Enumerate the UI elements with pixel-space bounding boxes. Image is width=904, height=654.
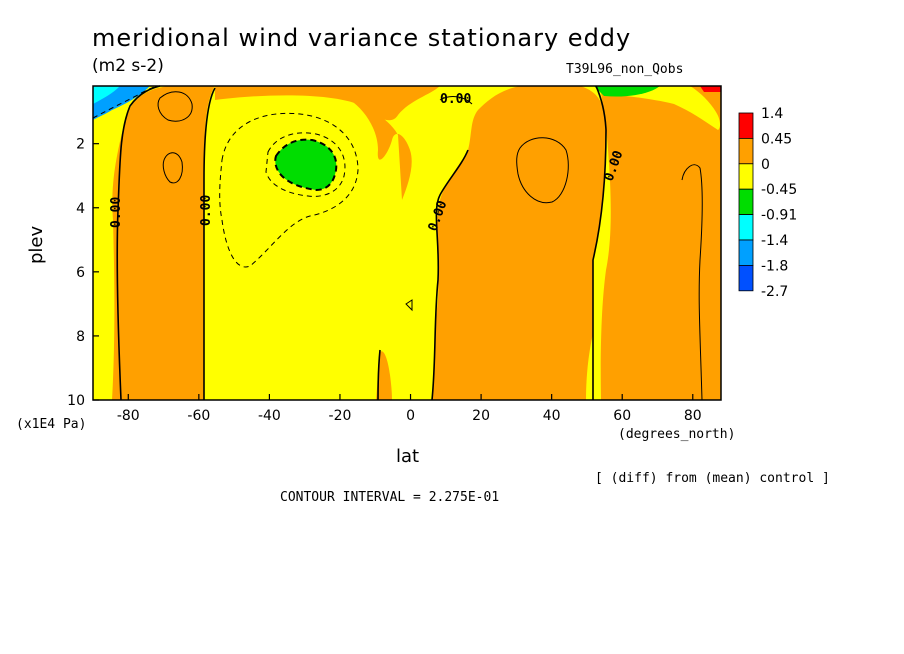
region-near-zero-nh-top bbox=[596, 86, 721, 130]
colorbar-label-7: -2.7 bbox=[761, 284, 788, 300]
contour-label-2: 0.00 bbox=[199, 195, 214, 226]
y-tick-label-1: 4 bbox=[76, 201, 85, 217]
colorbar-swatch-5 bbox=[738, 239, 754, 266]
colorbar-swatch-4 bbox=[738, 214, 754, 241]
region-max-np bbox=[700, 86, 721, 92]
x-tick-label-3: -20 bbox=[329, 408, 352, 424]
colorbar-swatch-6 bbox=[738, 264, 754, 292]
x-axis-label: lat bbox=[396, 446, 420, 467]
x-tick-label-4: 0 bbox=[406, 408, 415, 424]
y-axis-unit: (x1E4 Pa) bbox=[16, 417, 87, 432]
x-tick-label-1: -60 bbox=[187, 408, 210, 424]
plot-frame bbox=[92, 85, 722, 401]
region-positive-sh-high-lat bbox=[112, 86, 215, 400]
contour-zero-5 bbox=[377, 349, 381, 401]
contour-zero-3 bbox=[431, 149, 469, 401]
chart-title: meridional wind variance stationary eddy bbox=[92, 24, 632, 52]
diff-note: [ (diff) from (mean) control ] bbox=[595, 471, 830, 486]
region-negative-sp-cyan bbox=[93, 86, 120, 104]
colorbar: 1.4 0.45 0 -0.45 -0.91 -1.4 -1.8 -2.7 bbox=[738, 106, 797, 300]
region-near-zero-island-top bbox=[438, 96, 474, 132]
colorbar-label-4: -0.91 bbox=[761, 208, 797, 224]
colorbar-label-2: 0 bbox=[761, 157, 770, 173]
contour-zero-2 bbox=[203, 87, 216, 400]
contour-closed-small bbox=[405, 299, 413, 312]
x-tick-label-8: 80 bbox=[684, 408, 702, 424]
contour-closed-top bbox=[439, 96, 473, 105]
colorbar-label-3: -0.45 bbox=[761, 182, 797, 198]
contour-label-5: 0.00 bbox=[440, 92, 471, 107]
region-negative-np-top bbox=[594, 86, 660, 97]
x-tick-label-2: -40 bbox=[258, 408, 281, 424]
x-tick-label-7: 60 bbox=[613, 408, 631, 424]
contour-label-1: 0.00 bbox=[109, 197, 124, 228]
colorbar-swatch-1 bbox=[738, 137, 754, 165]
region-positive-nh-high-lat bbox=[600, 86, 721, 400]
colorbar-swatch-0 bbox=[738, 112, 754, 139]
region-positive-equatorial-strip bbox=[376, 351, 392, 400]
x-tick-label-5: 20 bbox=[472, 408, 490, 424]
units-label: (m2 s-2) bbox=[92, 56, 164, 76]
y-tick-label-3: 8 bbox=[76, 329, 85, 345]
y-axis-ticks: 2 4 6 8 10 bbox=[67, 137, 99, 409]
contour-zero-4 bbox=[592, 85, 607, 400]
colorbar-swatch-3 bbox=[738, 188, 754, 215]
x-tick-label-0: -80 bbox=[117, 408, 140, 424]
x-axis-unit: (degrees_north) bbox=[618, 427, 736, 442]
region-negative-sh-midlat bbox=[274, 138, 338, 192]
contour-interval: CONTOUR INTERVAL = 2.275E-01 bbox=[280, 490, 500, 505]
region-positive-upper-mid bbox=[215, 86, 440, 121]
colorbar-label-6: -1.8 bbox=[761, 258, 788, 274]
y-tick-label-4: 10 bbox=[67, 393, 85, 409]
y-tick-label-2: 6 bbox=[76, 265, 85, 281]
colorbar-label-5: -1.4 bbox=[761, 233, 788, 249]
contour-closed-sh-2 bbox=[162, 152, 183, 184]
contour-zero-1 bbox=[116, 85, 161, 401]
colorbar-swatch-2 bbox=[738, 163, 754, 190]
contour-dashed-sp bbox=[92, 85, 157, 119]
colorbar-label-0: 1.4 bbox=[761, 106, 783, 122]
contour-dashed-green-halo bbox=[265, 132, 346, 197]
contour-closed-nh-2 bbox=[681, 164, 703, 401]
x-axis-ticks: -80 -60 -40 -20 0 20 40 60 80 bbox=[117, 394, 702, 424]
region-positive-upper-center bbox=[350, 100, 412, 200]
x-tick-label-6: 40 bbox=[543, 408, 561, 424]
experiment-label: T39L96_non_Qobs bbox=[566, 62, 684, 77]
y-axis-label: plev bbox=[26, 225, 47, 264]
y-tick-label-0: 2 bbox=[76, 137, 85, 153]
region-positive-nh-main bbox=[432, 86, 607, 400]
contour-closed-nh-1 bbox=[516, 137, 569, 204]
contour-closed-sh-1 bbox=[157, 91, 193, 122]
colorbar-label-1: 0.45 bbox=[761, 131, 792, 147]
